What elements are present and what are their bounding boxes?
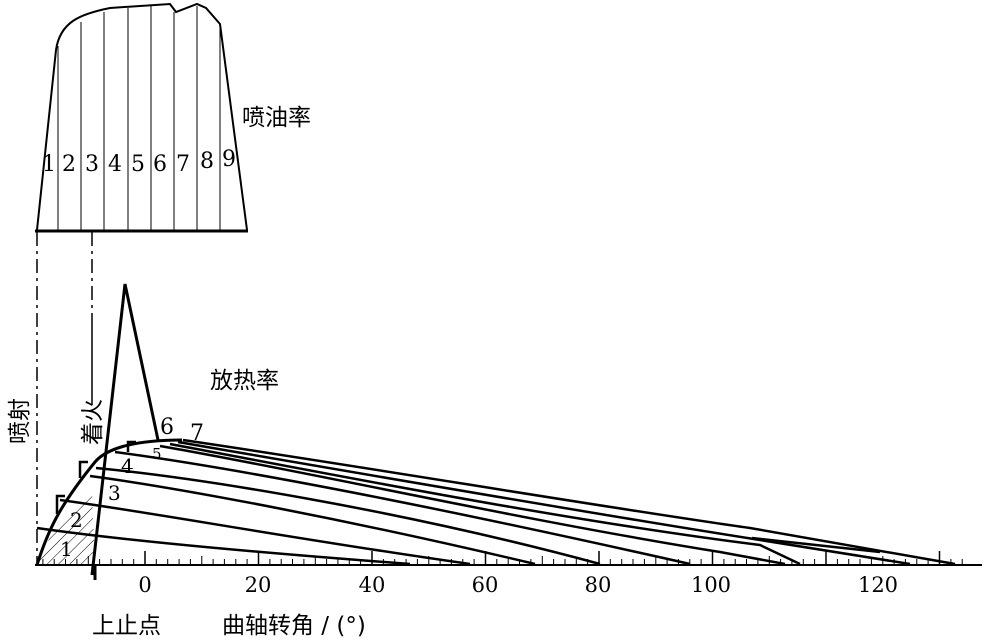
injection-slice-label: 8 [200, 149, 214, 174]
x-tick-label: 60 [472, 573, 499, 597]
heat-release-diagram: 1 2 3 4 5 6 7 放热率 着火 喷射 [7, 283, 956, 576]
injection-slice-label: 1 [42, 152, 56, 177]
combustion-curve-8 [177, 440, 911, 566]
hatched-premixed-area [37, 492, 95, 565]
injection-rate-outline [36, 2, 248, 231]
combustion-curve-10 [751, 536, 881, 554]
heat-release-envelope [35, 438, 183, 566]
injection-slice-label: 7 [176, 152, 190, 177]
slice-markers [55, 440, 136, 514]
x-axis: 0 20 40 60 80 100 120 上止点 曲轴转角 / (°) [35, 551, 982, 639]
combustion-curve-2 [59, 498, 471, 566]
combustion-curve-9 [182, 438, 956, 566]
injection-slice-label: 6 [153, 152, 167, 177]
curve-labels: 1 2 3 4 5 6 7 [60, 415, 204, 561]
curve-label: 2 [70, 508, 83, 532]
curve-label: 3 [108, 481, 121, 505]
combustion-curves [36, 438, 956, 566]
x-tick-label: 120 [858, 573, 898, 597]
x-tick-label: 80 [585, 573, 612, 597]
combustion-curve-1 [36, 526, 411, 566]
combustion-curve-7 [169, 442, 801, 566]
injection-axis-label: 喷射 [7, 398, 33, 444]
combustion-curve-5 [114, 450, 691, 566]
x-axis-major-ticks [144, 551, 941, 565]
injection-rate-diagram: 1 2 3 4 5 6 7 8 9 喷油率 [35, 2, 311, 233]
injection-slice-label: 3 [85, 152, 99, 177]
injection-slice-label: 5 [131, 152, 145, 177]
combustion-curve-4 [95, 466, 601, 566]
x-tick-label: 0 [138, 573, 151, 597]
x-tick-label: 40 [359, 573, 386, 597]
curve-label: 5 [152, 445, 162, 463]
combustion-curve-6 [159, 444, 786, 566]
curve-label: 4 [121, 454, 134, 478]
injection-slice-dividers [57, 6, 221, 230]
curve-label: 6 [160, 415, 174, 440]
curve-label: 7 [190, 421, 204, 446]
guide-lines [36, 232, 93, 565]
injection-slice-label: 9 [222, 147, 236, 172]
x-axis-minor-ticks [42, 556, 963, 565]
x-tick-label: 20 [245, 573, 272, 597]
ignition-label: 着火 [80, 399, 106, 445]
injection-slice-label: 2 [62, 152, 76, 177]
heat-release-label: 放热率 [210, 368, 279, 394]
x-axis-label: 曲轴转角 / (°) [222, 613, 366, 639]
injection-slice-labels: 1 2 3 4 5 6 7 8 9 [42, 147, 236, 177]
injection-slice-label: 4 [108, 152, 122, 177]
injection-rate-label: 喷油率 [242, 105, 311, 131]
combustion-curve-3 [89, 474, 536, 566]
curve-label: 1 [60, 537, 73, 561]
tdc-label: 上止点 [92, 613, 161, 639]
x-tick-label: 100 [691, 573, 731, 597]
